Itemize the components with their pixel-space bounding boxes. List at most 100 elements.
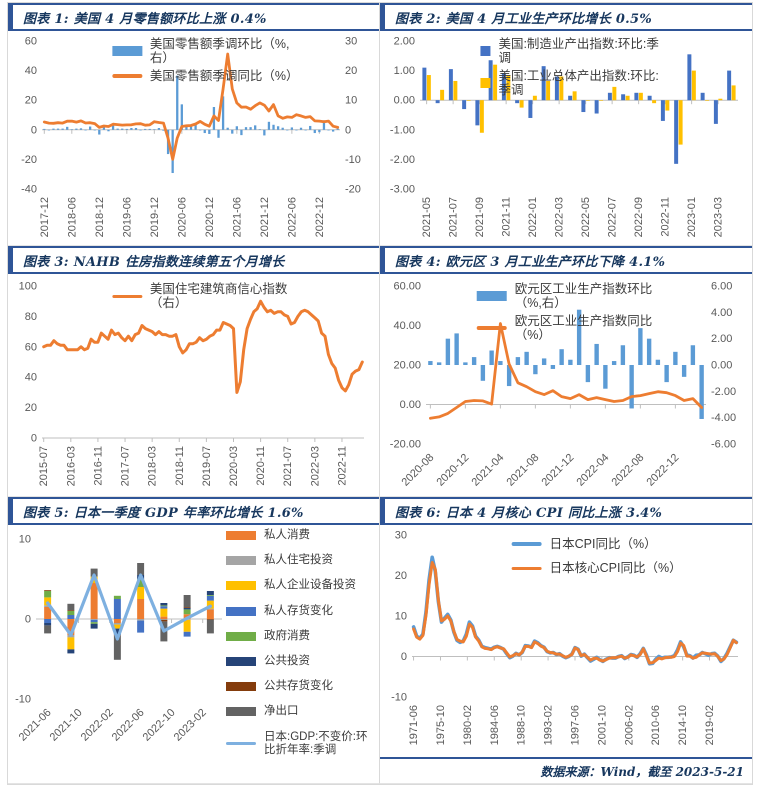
- x-axis-label: 2022-02: [79, 707, 116, 744]
- axis-tick-label: -40: [21, 184, 37, 196]
- axis-tick-label: 0: [31, 124, 37, 136]
- axis-tick-label: -2.00: [390, 154, 415, 166]
- axis-tick-label: 80: [25, 311, 37, 323]
- x-axis-label: 1975-10: [435, 705, 447, 745]
- x-axis-label: 2020-12: [434, 452, 471, 489]
- axis-tick-label: -6.00: [711, 439, 736, 451]
- chart-legend: 欧元区工业生产指数环比（%,右） 欧元区工业生产指数同比（%）: [476, 282, 663, 343]
- x-axis-label: 2021-11: [501, 197, 513, 237]
- legend-line-icon: [111, 74, 142, 78]
- axis-tick-label: -3.00: [390, 184, 415, 196]
- legend-swatch-icon: [226, 531, 256, 541]
- axis-tick-label: 30: [345, 36, 357, 48]
- axis-tick-label: -4.00: [711, 412, 736, 424]
- chart-canvas-euro-ip: -20.00 0.00 20.00 40.00 60.00 -6.00 -4.00 -2.00…: [390, 281, 736, 489]
- legend-label: 日本核心CPI同比（%）: [549, 561, 682, 576]
- legend-label: 私人企业设备投资: [264, 579, 356, 592]
- chart-canvas-japan-cpi: -10 0 10 20 30 1971-06 1975-10 1980-02 1984-06 19…: [391, 530, 739, 745]
- chart-legend: 美国零售额季调环比（%,右） 美国零售额季调同比（%）: [111, 37, 299, 83]
- x-axis-label: 2022-07: [607, 197, 619, 237]
- chart-area: -20.00 0.00 20.00 40.00 60.00 -6.00 -4.00 -2.00…: [380, 274, 752, 496]
- legend-swatch-icon: [226, 657, 256, 667]
- x-axis-label: 2014-10: [677, 705, 689, 745]
- chart-title-bar: 图表 2: 美国 4 月工业生产环比增长 0.5%: [380, 3, 752, 31]
- x-axis-label: 2022-08: [609, 452, 646, 489]
- x-axis-label: 2021-07: [448, 197, 460, 237]
- axis-tick-label: -20: [21, 154, 37, 166]
- chart-panel-japan-cpi: 图表 6: 日本 4 月核心 CPI 同比上涨 3.4% -10 0 10 20 30 1…: [380, 497, 752, 784]
- legend-item: 美国零售额季调环比（%,右）: [111, 37, 298, 66]
- legend-item: 净出口: [226, 705, 372, 718]
- data-source-bar: 数据来源：Wind，截至 2023-5-21: [380, 757, 752, 783]
- x-axis-label: 2021-07: [282, 446, 294, 486]
- chart-canvas-us-retail: -40 -20 0 20 40 60 -20 -10 0 10 20 30 2017-12 2018-06…: [21, 36, 361, 238]
- x-axis-label: 2017-12: [39, 197, 51, 237]
- x-axis-label: 2017-07: [120, 446, 132, 486]
- legend-label: 日本:GDP:不变价:环比折年率:季调: [264, 730, 368, 756]
- x-axis-label: 2018-03: [147, 446, 159, 486]
- x-axis-label: 2006-02: [623, 705, 635, 745]
- axis-tick-label: -1.00: [390, 124, 415, 136]
- x-axis-label: 2022-05: [580, 197, 592, 237]
- axis-tick-label: 60.00: [393, 281, 421, 293]
- x-axis-label: 2022-03: [554, 197, 566, 237]
- x-axis-label: 2022-09: [633, 197, 645, 237]
- legend-line-icon: [511, 542, 542, 546]
- x-axis-label: 2021-06: [17, 707, 54, 744]
- chart-grid: 图表 1: 美国 4 月零售额环比上涨 0.4% -40 -20 0 20 40 60 -2…: [8, 3, 752, 784]
- x-axis-label: 2016-11: [92, 446, 104, 486]
- axis-tick-label: 40: [25, 372, 37, 384]
- x-axis-label: 2018-06: [66, 197, 78, 237]
- legend-label: 美国:制造业产出指数:环比:季调: [498, 37, 659, 66]
- legend-label: 美国住宅建筑商信心指数（右）: [149, 282, 288, 311]
- chart-title: 图表 1: 美国 4 月零售额环比上涨 0.4%: [23, 11, 267, 27]
- axis-tick-label: 40.00: [393, 320, 421, 332]
- axis-tick-label: 1.00: [394, 65, 415, 77]
- x-axis-label: 2023-03: [713, 197, 725, 237]
- legend-label: 私人存货变化: [264, 604, 333, 617]
- legend-line-icon: [511, 566, 542, 571]
- x-axis-label: 2022-11: [336, 446, 348, 486]
- x-axis-label: 2021-04: [469, 452, 506, 489]
- legend-label: 净出口: [264, 705, 299, 718]
- x-axis-label: 2022-10: [141, 707, 178, 744]
- legend-swatch-icon: [480, 78, 491, 89]
- x-axis-label: 2021-09: [474, 197, 486, 237]
- footer-spacer: [8, 757, 379, 781]
- chart-legend: 美国:制造业产出指数:环比:季调 美国:工业总体产出指数:环比:季调: [480, 37, 666, 98]
- axis-tick-label: 20: [25, 402, 37, 414]
- legend-label: 美国零售额季调环比（%,右）: [149, 37, 290, 66]
- chart-title: 图表 3: NAHB 住房指数连续第五个月增长: [23, 254, 285, 270]
- chart-area: 0 20 40 60 80 100 2015-07 2016-03 2016-11 2017-07…: [8, 274, 379, 496]
- x-axis-label: 1980-02: [462, 705, 474, 745]
- x-axis-label: 2018-12: [94, 197, 106, 237]
- chart-title: 图表 5: 日本一季度 GDP 年率环比增长 1.6%: [23, 505, 304, 521]
- legend-label: 公共投资: [264, 654, 310, 667]
- legend-item: 政府消费: [226, 630, 372, 643]
- axis-tick-label: 0.00: [400, 399, 421, 411]
- legend-item: 日本CPI同比（%）: [511, 537, 682, 551]
- x-axis-label: 2021-12: [539, 452, 576, 489]
- chart-title-bar: 图表 1: 美国 4 月零售额环比上涨 0.4%: [8, 3, 379, 31]
- chart-title-bar: 图表 5: 日本一季度 GDP 年率环比增长 1.6%: [8, 497, 379, 525]
- x-axis-label: 2019-06: [121, 197, 133, 237]
- legend-label: 欧元区工业生产指数同比（%）: [514, 313, 653, 343]
- chart-area: -3.00 -2.00 -1.00 0.00 1.00 2.00 2021-05 2021-0…: [380, 31, 752, 245]
- chart-legend: 日本CPI同比（%） 日本核心CPI同比（%）: [511, 537, 682, 576]
- x-axis-label: 2020-03: [228, 446, 240, 486]
- legend-label: 私人消费: [264, 529, 310, 541]
- x-axis-label: 2022-01: [527, 197, 539, 237]
- x-axis-label: 2023-02: [172, 707, 209, 744]
- chart-title: 图表 2: 美国 4 月工业生产环比增长 0.5%: [395, 11, 652, 27]
- x-axis-label: 2020-11: [255, 446, 267, 486]
- x-axis-label: 2022-06: [110, 707, 147, 744]
- x-axis-label: 2022-12: [314, 197, 326, 237]
- axis-tick-label: 40: [25, 65, 37, 77]
- legend-label: 欧元区工业生产指数环比（%,右）: [514, 282, 653, 311]
- axis-tick-label: -20.00: [390, 439, 421, 451]
- x-axis-label: 2021-12: [259, 197, 271, 237]
- legend-item: 日本核心CPI同比（%）: [511, 561, 682, 576]
- axis-tick-label: 10: [19, 534, 31, 546]
- legend-swatch-icon: [476, 291, 507, 302]
- legend-item: 私人存货变化: [226, 605, 372, 618]
